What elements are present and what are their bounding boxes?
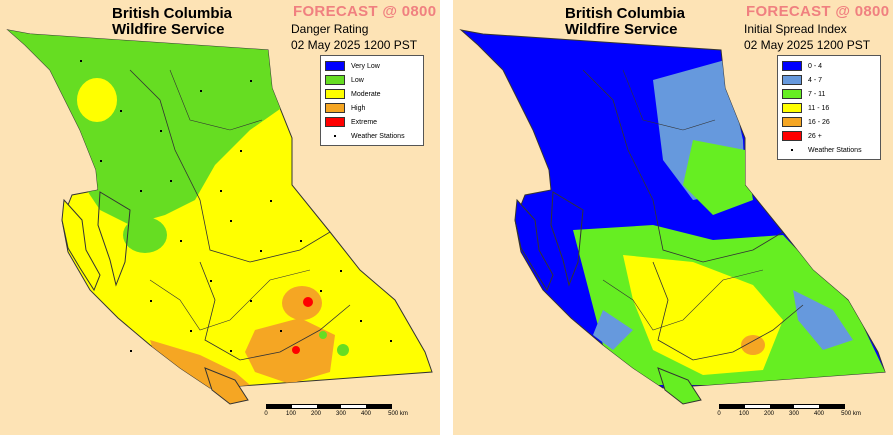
scale-ticks: 0 100 200 300 400 500 km xyxy=(264,411,426,421)
organization-title: British Columbia Wildfire Service xyxy=(112,6,232,38)
legend-label: Weather Stations xyxy=(351,132,405,140)
weather-station-dots xyxy=(80,60,392,352)
legend-label: Extreme xyxy=(351,118,378,126)
legend-item: 0 - 4 xyxy=(782,59,876,73)
legend-swatch xyxy=(782,117,802,127)
scale-tick: 500 km xyxy=(841,411,861,417)
scale-tick: 200 xyxy=(763,411,775,417)
organization-title-line1: British Columbia xyxy=(112,5,233,22)
legend-item-stations: Weather Stations xyxy=(325,129,419,143)
legend-label: 11 - 16 xyxy=(808,104,830,112)
spread-index-map-panel: British Columbia Wildfire Service FORECA… xyxy=(453,0,893,435)
product-name: Initial Spread Index xyxy=(744,22,847,36)
legend-swatch xyxy=(325,61,345,71)
legend-label: 16 - 26 xyxy=(808,118,830,126)
scale-tick: 100 xyxy=(738,411,750,417)
legend-label: Very Low xyxy=(351,62,380,70)
legend-item: 7 - 11 xyxy=(782,87,876,101)
scale-tick: 0 xyxy=(717,411,721,417)
legend-item-stations: Weather Stations xyxy=(782,143,876,157)
scale-bar-graphic xyxy=(266,404,392,409)
legend-item: Very Low xyxy=(325,59,419,73)
legend-label: Low xyxy=(351,76,364,84)
scale-bar: 0 100 200 300 400 500 km xyxy=(717,404,879,426)
scale-tick: 0 xyxy=(264,411,268,417)
map-subtitle: Initial Spread Index 02 May 2025 1200 PS… xyxy=(744,21,870,53)
organization-title-line2: Wildfire Service xyxy=(565,21,678,38)
legend-label: 26 + xyxy=(808,132,822,140)
legend-swatch xyxy=(782,131,802,141)
legend-item: Low xyxy=(325,73,419,87)
legend-swatch xyxy=(325,103,345,113)
spread-index-legend: 0 - 4 4 - 7 7 - 11 11 - 16 16 - 26 26 + … xyxy=(777,55,881,160)
organization-title: British Columbia Wildfire Service xyxy=(565,6,685,38)
danger-rating-map-panel: British Columbia Wildfire Service FORECA… xyxy=(0,0,440,435)
scale-bar: 0 100 200 300 400 500 km xyxy=(264,404,426,426)
station-dot-icon xyxy=(325,131,345,141)
legend-swatch xyxy=(782,75,802,85)
scale-ticks: 0 100 200 300 400 500 km xyxy=(717,411,879,421)
station-dot-icon xyxy=(782,145,802,155)
map-subtitle: Danger Rating 02 May 2025 1200 PST xyxy=(291,21,417,53)
organization-title-line1: British Columbia xyxy=(565,5,686,22)
forecast-label: FORECAST @ 0800 xyxy=(746,3,890,20)
legend-item: Moderate xyxy=(325,87,419,101)
product-name: Danger Rating xyxy=(291,22,369,36)
scale-bar-graphic xyxy=(719,404,845,409)
legend-swatch xyxy=(325,75,345,85)
organization-title-line2: Wildfire Service xyxy=(112,21,225,38)
bc-province-shape xyxy=(459,29,886,405)
legend-item: 11 - 16 xyxy=(782,101,876,115)
legend-swatch xyxy=(325,89,345,99)
forecast-label: FORECAST @ 0800 xyxy=(293,3,437,20)
legend-swatch xyxy=(782,61,802,71)
legend-item: 4 - 7 xyxy=(782,73,876,87)
bc-province-shape xyxy=(6,29,433,405)
legend-item: 26 + xyxy=(782,129,876,143)
spread-index-map xyxy=(459,29,886,405)
danger-rating-legend: Very Low Low Moderate High Extreme Weath… xyxy=(320,55,424,146)
legend-label: 0 - 4 xyxy=(808,62,823,70)
scale-tick: 300 xyxy=(335,411,347,417)
legend-swatch xyxy=(325,117,345,127)
scale-tick: 500 km xyxy=(388,411,408,417)
scale-tick: 300 xyxy=(788,411,800,417)
scale-tick: 100 xyxy=(285,411,297,417)
legend-item: High xyxy=(325,101,419,115)
danger-rating-map xyxy=(6,29,433,405)
legend-swatch xyxy=(782,89,802,99)
timestamp: 02 May 2025 1200 PST xyxy=(744,38,871,52)
legend-label: 4 - 7 xyxy=(808,76,823,84)
scale-tick: 400 xyxy=(360,411,372,417)
legend-swatch xyxy=(782,103,802,113)
scale-tick: 400 xyxy=(813,411,825,417)
timestamp: 02 May 2025 1200 PST xyxy=(291,38,418,52)
scale-tick: 200 xyxy=(310,411,322,417)
legend-label: High xyxy=(351,104,366,112)
legend-label: Weather Stations xyxy=(808,146,862,154)
legend-item: 16 - 26 xyxy=(782,115,876,129)
legend-label: Moderate xyxy=(351,90,381,98)
legend-label: 7 - 11 xyxy=(808,90,826,98)
legend-item: Extreme xyxy=(325,115,419,129)
